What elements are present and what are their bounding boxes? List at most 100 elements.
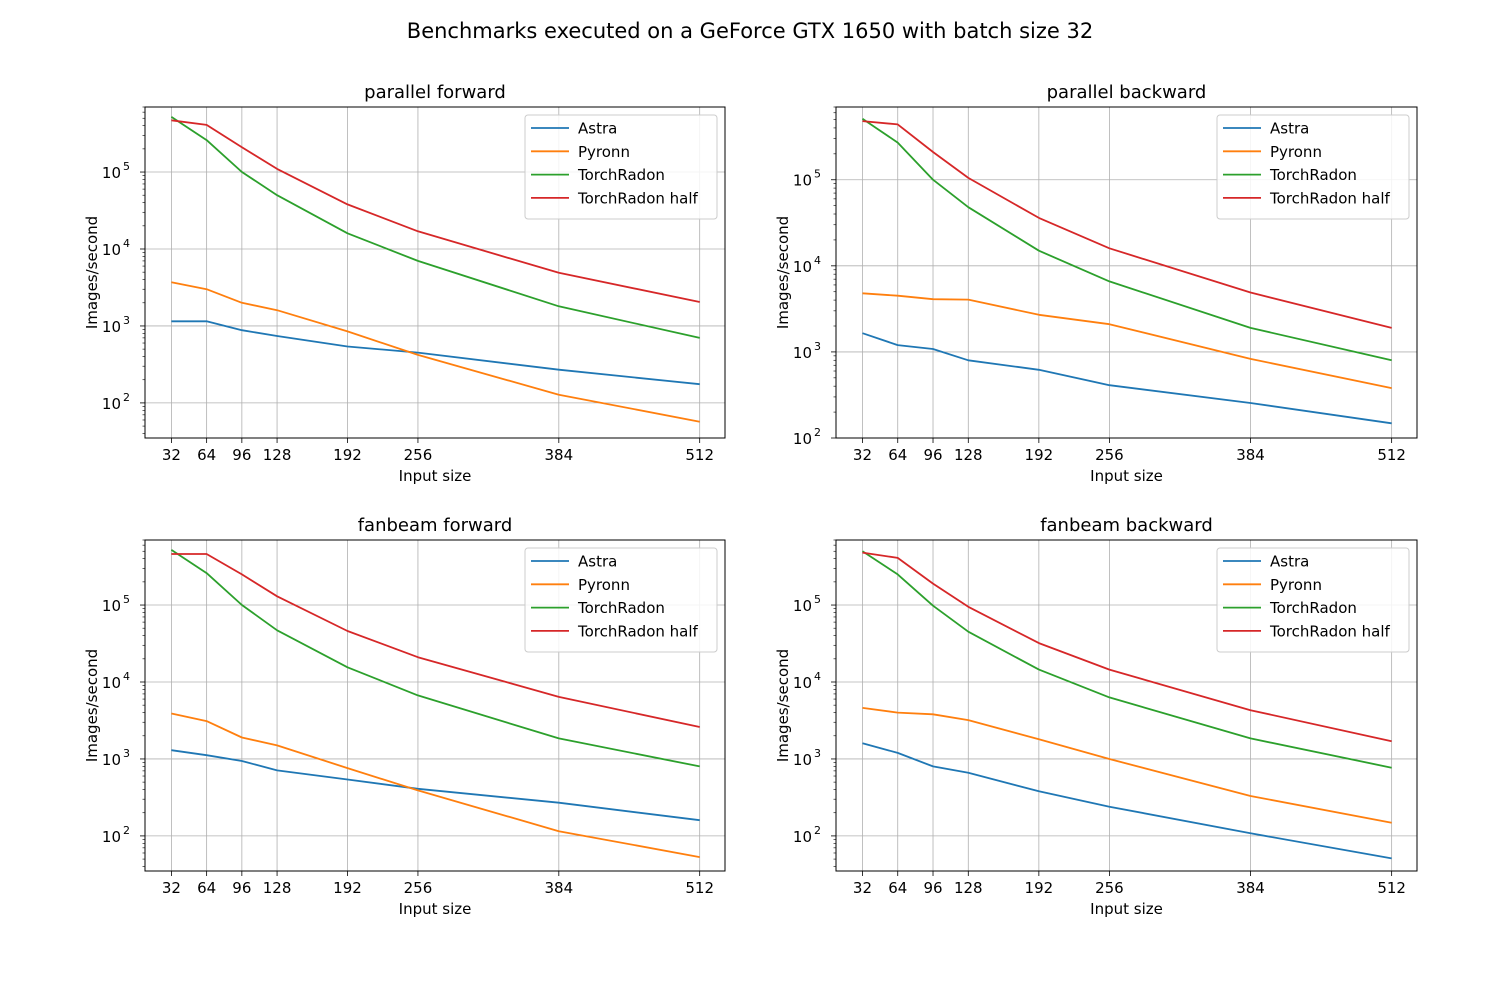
y-tick-exponent: 5 bbox=[814, 593, 821, 606]
legend-label: TorchRadon bbox=[577, 599, 665, 617]
y-tick-label: 10 bbox=[102, 751, 121, 769]
y-tick-label: 10 bbox=[102, 395, 121, 413]
y-tick-label: 10 bbox=[102, 164, 121, 182]
y-tick-base: 10 bbox=[102, 318, 121, 336]
y-tick-exponent: 5 bbox=[814, 168, 821, 181]
x-tick-label: 256 bbox=[1095, 879, 1124, 897]
x-tick-label: 256 bbox=[1095, 446, 1124, 464]
legend-label: TorchRadon half bbox=[1269, 622, 1391, 640]
y-tick-base: 10 bbox=[793, 430, 812, 448]
x-tick-label: 384 bbox=[544, 879, 573, 897]
x-tick-label: 512 bbox=[685, 879, 714, 897]
x-tick-label: 384 bbox=[544, 446, 573, 464]
x-axis-label: Input size bbox=[399, 467, 472, 485]
x-tick-label: 384 bbox=[1236, 446, 1265, 464]
x-tick-label: 192 bbox=[1025, 879, 1054, 897]
legend-label: TorchRadon bbox=[1269, 599, 1357, 617]
y-tick-exponent: 2 bbox=[123, 391, 130, 404]
y-tick-base: 10 bbox=[102, 828, 121, 846]
x-tick-label: 192 bbox=[1025, 446, 1054, 464]
y-tick-label: 10 bbox=[793, 430, 812, 448]
x-tick-label: 32 bbox=[853, 446, 872, 464]
y-axis-label: Images/second bbox=[83, 216, 101, 329]
x-tick-label: 96 bbox=[232, 446, 251, 464]
legend-label: Pyronn bbox=[1270, 143, 1322, 161]
legend-label: Astra bbox=[578, 120, 617, 138]
legend-box bbox=[524, 547, 718, 653]
x-tick-label: 64 bbox=[197, 879, 216, 897]
x-axis-label: Input size bbox=[399, 900, 472, 918]
legend-box bbox=[1216, 114, 1410, 220]
y-tick-exponent: 4 bbox=[123, 237, 130, 250]
axes-frame bbox=[144, 106, 726, 439]
x-tick-label: 128 bbox=[954, 879, 983, 897]
legend-label: Astra bbox=[578, 553, 617, 571]
legend: Astra Pyronn TorchRadon TorchRadon half bbox=[1216, 114, 1410, 220]
y-axis-label: Images/second bbox=[774, 649, 792, 762]
legend-label: Astra bbox=[1270, 553, 1309, 571]
y-tick-label: 10 bbox=[102, 674, 121, 692]
axes-frame bbox=[835, 106, 1418, 439]
x-tick-label: 64 bbox=[888, 446, 907, 464]
chart-title: fanbeam backward bbox=[1040, 515, 1213, 536]
y-tick-label: 10 bbox=[102, 241, 121, 259]
y-tick-label: 10 bbox=[793, 597, 812, 615]
y-tick-base: 10 bbox=[102, 395, 121, 413]
x-tick-label: 32 bbox=[853, 879, 872, 897]
legend-box bbox=[524, 114, 718, 220]
y-tick-label: 10 bbox=[793, 674, 812, 692]
y-tick-base: 10 bbox=[102, 751, 121, 769]
series-line-torchradon bbox=[862, 550, 1392, 769]
x-tick-label: 512 bbox=[685, 446, 714, 464]
y-tick-exponent: 2 bbox=[814, 824, 821, 837]
legend: Astra Pyronn TorchRadon TorchRadon half bbox=[524, 114, 718, 220]
y-tick-base: 10 bbox=[793, 828, 812, 846]
y-tick-exponent: 4 bbox=[814, 254, 821, 267]
legend-label: TorchRadon half bbox=[1269, 189, 1391, 207]
series-line-pyronn bbox=[862, 292, 1392, 389]
legend-label: TorchRadon half bbox=[577, 189, 699, 207]
y-tick-base: 10 bbox=[793, 172, 812, 190]
x-tick-label: 64 bbox=[197, 446, 216, 464]
series-line-torchradon-half bbox=[862, 120, 1392, 329]
x-tick-label: 32 bbox=[162, 446, 181, 464]
y-tick-base: 10 bbox=[793, 751, 812, 769]
y-tick-base: 10 bbox=[793, 258, 812, 276]
legend-label: TorchRadon bbox=[1269, 166, 1357, 184]
series-line-torchradon bbox=[170, 116, 700, 339]
y-tick-base: 10 bbox=[793, 597, 812, 615]
x-tick-label: 192 bbox=[333, 446, 362, 464]
y-tick-base: 10 bbox=[102, 241, 121, 259]
axes-frame bbox=[144, 539, 726, 872]
y-tick-label: 10 bbox=[793, 828, 812, 846]
series-line-torchradon-half bbox=[171, 553, 700, 728]
series-line-astra bbox=[171, 320, 700, 386]
legend-label: Pyronn bbox=[578, 576, 630, 594]
x-tick-label: 256 bbox=[404, 446, 433, 464]
x-tick-label: 128 bbox=[263, 879, 292, 897]
y-tick-exponent: 2 bbox=[814, 426, 821, 439]
x-tick-label: 256 bbox=[404, 879, 433, 897]
y-tick-base: 10 bbox=[102, 164, 121, 182]
series-line-torchradon bbox=[170, 549, 700, 768]
series-line-pyronn bbox=[171, 712, 700, 858]
chart-title: parallel backward bbox=[1047, 82, 1207, 103]
y-tick-exponent: 3 bbox=[814, 340, 821, 353]
y-tick-exponent: 2 bbox=[123, 824, 130, 837]
figure-suptitle: Benchmarks executed on a GeForce GTX 165… bbox=[407, 19, 1093, 43]
y-axis-label: Images/second bbox=[83, 649, 101, 762]
y-tick-label: 10 bbox=[793, 258, 812, 276]
x-axis-label: Input size bbox=[1090, 467, 1163, 485]
x-tick-label: 32 bbox=[162, 879, 181, 897]
y-tick-label: 10 bbox=[793, 172, 812, 190]
y-tick-label: 10 bbox=[793, 344, 812, 362]
series-line-pyronn bbox=[171, 281, 700, 423]
x-tick-label: 64 bbox=[888, 879, 907, 897]
series-line-astra bbox=[171, 749, 700, 822]
y-tick-label: 10 bbox=[102, 597, 121, 615]
series-line-astra bbox=[862, 742, 1392, 860]
